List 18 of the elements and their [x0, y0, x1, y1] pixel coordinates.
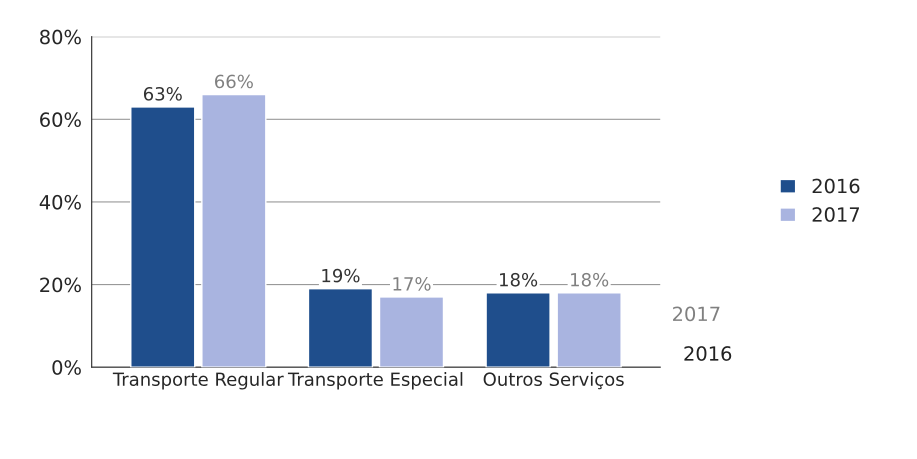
- data-label: 18%: [571, 272, 608, 287]
- x-tick-label: Outros Serviços: [484, 372, 624, 390]
- text: 2016: [684, 346, 732, 361]
- y-tick-label: 0%: [52, 360, 81, 375]
- legend-label: 2016: [812, 178, 860, 194]
- y-tick-label: 20%: [40, 278, 81, 292]
- y-tick-label: 80%: [40, 30, 81, 44]
- text: 2017: [673, 306, 720, 322]
- legend-label: 2017: [812, 207, 860, 222]
- data-label: 66%: [215, 74, 253, 88]
- data-label: 17%: [393, 277, 431, 291]
- x-tick-label: Transporte Regular: [112, 372, 284, 390]
- data-label: 18%: [500, 272, 538, 287]
- data-label: 19%: [322, 268, 360, 282]
- data-label: 63%: [144, 87, 182, 101]
- y-tick-label: 60%: [40, 112, 81, 128]
- x-tick-label: Transporte Especial: [288, 372, 462, 390]
- y-tick-label: 40%: [40, 194, 81, 210]
